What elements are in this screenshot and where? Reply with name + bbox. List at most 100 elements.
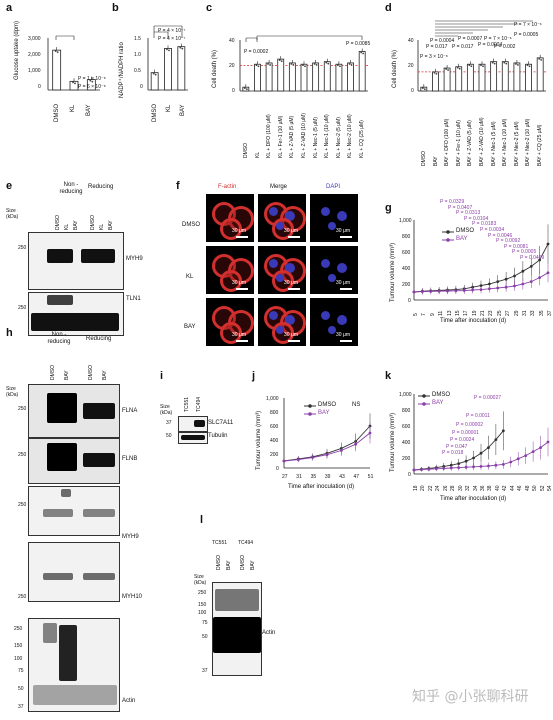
bar-BAY + Z-VAD (10 μM) xyxy=(478,63,486,92)
a-ylabel: Glucose uptake (dpm) xyxy=(14,20,20,80)
data-point xyxy=(91,80,94,83)
d-pval: P = 0.002 xyxy=(494,44,516,50)
micrograph-BAY-Merge: 30 μm xyxy=(258,298,306,346)
scale-label: 30 μm xyxy=(336,332,350,338)
nucleus xyxy=(328,222,336,230)
e-marker: 250 xyxy=(18,305,27,311)
cell-membrane xyxy=(220,322,242,344)
scale-label: 30 μm xyxy=(284,280,298,286)
data-point xyxy=(447,69,449,71)
k-xtick: 28 xyxy=(450,485,457,491)
bar-BAY + CQ (25 μM) xyxy=(536,57,544,92)
scale-bar xyxy=(288,236,300,238)
watermark: 知乎 @小张聊科研 xyxy=(412,689,529,705)
g-pval: P = 0.0313 xyxy=(456,210,481,217)
data-point xyxy=(243,87,246,90)
j-xtick: 35 xyxy=(310,474,317,480)
data-point xyxy=(505,62,508,65)
nucleus xyxy=(328,326,336,334)
e-lane: BAY xyxy=(108,220,114,230)
g-xtick: 9 xyxy=(429,313,436,316)
data-point xyxy=(433,71,436,74)
k-xlabel: Time after inoculation (d) xyxy=(440,496,507,502)
nucleus xyxy=(268,310,278,320)
g-xtick: 13 xyxy=(446,310,453,316)
h-blot-myh10 xyxy=(28,542,120,602)
j-xtick: 27 xyxy=(282,474,288,480)
g-xtick: 5 xyxy=(413,313,419,316)
bar-DMSO xyxy=(420,86,428,92)
l-marker: 100 xyxy=(198,610,207,616)
k-ytick: 800 xyxy=(402,408,411,414)
k-xtick: 38 xyxy=(487,485,494,491)
l-marker: 75 xyxy=(202,620,208,626)
g-legend-dmso: DMSO xyxy=(456,228,474,234)
panel-label-c: c xyxy=(206,2,213,14)
data-point xyxy=(491,61,494,64)
d-xlabel: BAY + CQ (25 μM) xyxy=(537,124,543,166)
j-xtick: 31 xyxy=(296,474,302,480)
k-pval: P = 0.00027 xyxy=(474,395,502,401)
i-lane: TC494 xyxy=(196,396,202,412)
data-point xyxy=(154,73,157,76)
panel-label-d: d xyxy=(385,2,392,14)
i-blot-slc7a11 xyxy=(178,416,208,432)
c-ylabel: Cell death (%) xyxy=(212,49,218,88)
j-xtick: 43 xyxy=(339,474,345,480)
bar-KL + Z-VAD (10 μM) xyxy=(300,63,308,92)
data-point xyxy=(360,51,363,54)
bar-KL xyxy=(69,80,79,91)
k-pval: P = 0.0024 xyxy=(450,437,475,443)
nucleus xyxy=(320,310,330,320)
h-header-reducing: Reducing xyxy=(86,336,112,342)
panel-label-l: l xyxy=(200,514,204,526)
nucleus xyxy=(328,274,336,282)
data-point xyxy=(255,64,258,67)
data-point xyxy=(315,64,318,66)
data-point xyxy=(468,64,471,67)
g-ytick: 400 xyxy=(402,266,411,272)
g-ytick: 0 xyxy=(408,298,411,304)
scale-bar xyxy=(236,288,248,290)
g-xtick: 23 xyxy=(488,310,495,316)
data-point xyxy=(304,65,306,68)
data-point xyxy=(74,82,76,85)
l-lane: BAY xyxy=(250,560,256,570)
g-xtick: 33 xyxy=(530,310,537,316)
k-xtick: 32 xyxy=(465,485,472,491)
i-lane: TC551 xyxy=(184,396,190,412)
data-point xyxy=(350,64,353,66)
b-ytick: 1.5 xyxy=(134,36,141,42)
bar-KL + Z-VAD (5 μM) xyxy=(288,62,296,92)
data-point xyxy=(54,50,57,53)
bar-BAY xyxy=(432,71,439,92)
c-chart xyxy=(239,35,368,92)
data-point xyxy=(526,64,529,67)
d-ytick: 20 xyxy=(408,63,414,69)
data-point xyxy=(482,65,484,68)
l-lane: DMSO xyxy=(240,555,246,570)
cell-membrane xyxy=(220,270,242,292)
micrograph-DMSO-F-actin: 30 μm xyxy=(206,194,254,242)
e-lane: KL xyxy=(99,223,105,230)
data-point xyxy=(302,64,304,67)
h-blot-myh9 xyxy=(28,486,120,536)
data-point xyxy=(480,64,482,67)
d-pval: P = 0.0007 xyxy=(458,36,483,42)
j-ns: NS xyxy=(352,402,361,408)
bar-KL xyxy=(164,47,172,91)
b-xlabel: BAY xyxy=(180,104,186,116)
g-xtick: 29 xyxy=(513,310,520,316)
d-pval: P = 7 × 10⁻⁶ xyxy=(484,36,512,42)
d-xlabel: BAY + DFO (100 μM) xyxy=(444,118,451,166)
d-xlabel: BAY + Fer-1 (10 μM) xyxy=(455,120,462,166)
nucleus xyxy=(320,258,330,268)
c-ytick: 20 xyxy=(229,63,235,69)
panel-label-g: g xyxy=(385,202,392,214)
j-ytick: 400 xyxy=(270,438,279,444)
a-pval: P = 1 × 10⁻⁸ xyxy=(78,76,106,82)
k-xtick: 20 xyxy=(420,485,427,491)
h-marker: 250 xyxy=(18,406,27,412)
nucleus xyxy=(285,263,295,273)
d-chart xyxy=(417,20,546,92)
